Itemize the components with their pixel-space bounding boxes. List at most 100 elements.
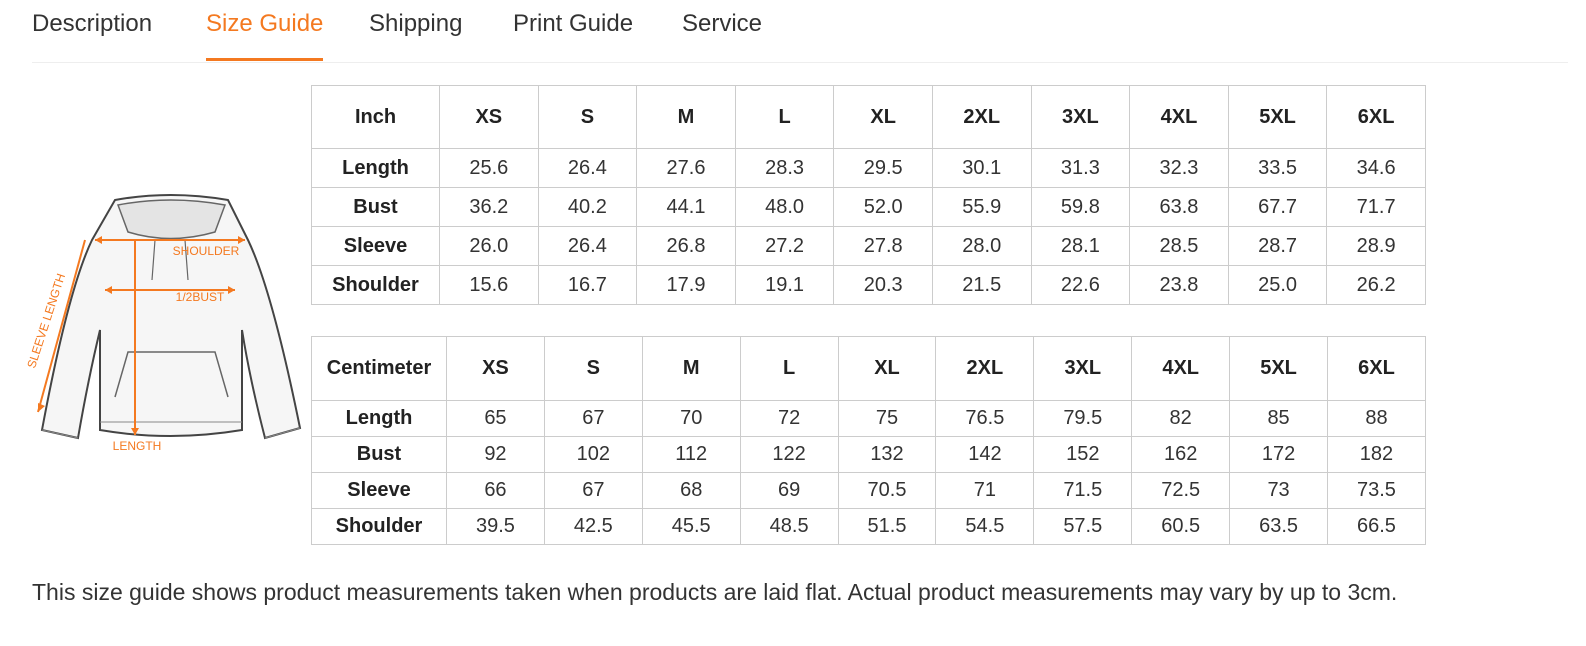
data-cell: 51.5 [837, 508, 937, 545]
tab[interactable]: Print Guide [513, 10, 634, 37]
header-cell: Inch [311, 85, 440, 149]
data-cell: 60.5 [1131, 508, 1231, 545]
hood [116, 199, 227, 240]
size-table-cm: Centimeter XS S M L XL 2XL 3XL 4XL 5XL 6XL Length 65… [311, 336, 1426, 545]
hoodie-body [40, 194, 302, 440]
data-cell: 25.0 [1227, 265, 1328, 305]
data-cell: 42.5 [543, 508, 643, 545]
data-cell: 63.5 [1229, 508, 1329, 545]
header-row: Inch XS S M L XL 2XL 3XL 4XL 5XL 6XL [311, 85, 1426, 149]
data-cell: 40.2 [537, 187, 638, 227]
tab[interactable]: Description [32, 10, 153, 37]
header-cell: S [543, 336, 643, 401]
row-header-cell: Length [311, 400, 447, 437]
data-cell: 26.8 [636, 226, 736, 266]
data-cell: 54.5 [935, 508, 1035, 545]
pocket [114, 351, 229, 398]
data-row: Bust 92 102 112 122 132 142 152 162 172 182 [311, 436, 1426, 473]
row-header-cell: Shoulder [311, 508, 447, 545]
data-cell: 152 [1033, 436, 1133, 473]
data-cell: 15.6 [439, 265, 539, 305]
data-cell: 45.5 [641, 508, 741, 545]
data-cell: 39.5 [446, 508, 545, 545]
data-cell: 92 [446, 436, 545, 473]
data-cell: 25.6 [439, 148, 539, 188]
data-cell: 69 [739, 472, 839, 509]
row-header-cell: Bust [311, 436, 447, 473]
header-cell: M [636, 85, 736, 149]
size-note: This size guide shows product measuremen… [32, 579, 1398, 605]
measure-arrows [37, 236, 245, 435]
row-header-cell: Length [311, 148, 440, 188]
data-cell: 112 [641, 436, 741, 473]
tab-underline [206, 58, 323, 61]
table-body: Centimeter XS S M L XL 2XL 3XL 4XL 5XL 6XL Length 65… [311, 336, 1426, 545]
data-row: Bust 36.2 40.2 44.1 48.0 52.0 55.9 59.8 63.8 67.7… [311, 187, 1426, 227]
label-shoulder: SHOULDER [173, 244, 240, 258]
header-cell: XL [833, 85, 933, 149]
data-cell: 122 [739, 436, 839, 473]
row-header-cell: Bust [311, 187, 440, 227]
data-cell: 32.3 [1129, 148, 1229, 188]
data-cell: 26.0 [439, 226, 539, 266]
tab-active[interactable]: Size Guide [206, 10, 324, 37]
data-cell: 71 [935, 472, 1035, 509]
data-cell: 48.0 [734, 187, 835, 227]
data-cell: 182 [1327, 436, 1426, 473]
data-cell: 88 [1327, 400, 1426, 437]
data-cell: 26.4 [537, 226, 638, 266]
data-cell: 66.5 [1327, 508, 1426, 545]
data-cell: 52.0 [833, 187, 933, 227]
data-cell: 16.7 [537, 265, 638, 305]
data-cell: 29.5 [833, 148, 933, 188]
data-cell: 72.5 [1131, 472, 1231, 509]
data-cell: 33.5 [1227, 148, 1328, 188]
data-row: Length 65 67 70 72 75 76.5 79.5 82 85 88 [311, 400, 1426, 437]
data-cell: 71.7 [1326, 187, 1426, 227]
data-cell: 66 [446, 472, 545, 509]
label-length: LENGTH [113, 439, 162, 453]
header-cell: M [641, 336, 741, 401]
data-cell: 23.8 [1129, 265, 1229, 305]
cuff-lines [41, 421, 301, 439]
data-cell: 27.2 [734, 226, 835, 266]
data-cell: 55.9 [931, 187, 1032, 227]
data-cell: 28.3 [734, 148, 835, 188]
data-cell: 67.7 [1227, 187, 1328, 227]
data-cell: 132 [837, 436, 937, 473]
data-cell: 73 [1229, 472, 1329, 509]
data-cell: 20.3 [833, 265, 933, 305]
data-row: Length 25.6 26.4 27.6 28.3 29.5 30.1 31.3 32.3 33… [311, 148, 1426, 188]
size-table-inch: Inch XS S M L XL 2XL 3XL 4XL 5XL 6XL Length 25.6 26.4… [311, 85, 1426, 305]
tab-bar: Description Size Guide Shipping Print Gu… [32, 0, 1568, 63]
data-cell: 59.8 [1030, 187, 1131, 227]
data-cell: 22.6 [1030, 265, 1131, 305]
data-cell: 142 [935, 436, 1035, 473]
data-cell: 44.1 [636, 187, 736, 227]
header-cell: L [739, 336, 839, 401]
data-cell: 70 [641, 400, 741, 437]
header-cell: 6XL [1326, 85, 1426, 149]
row-header-cell: Sleeve [311, 472, 447, 509]
data-cell: 28.7 [1227, 226, 1328, 266]
data-cell: 26.2 [1326, 265, 1426, 305]
data-cell: 82 [1131, 400, 1231, 437]
data-cell: 21.5 [931, 265, 1032, 305]
label-bust: 1/2BUST [176, 290, 225, 304]
data-cell: 85 [1229, 400, 1329, 437]
header-cell: XS [439, 85, 539, 149]
data-row: Shoulder 39.5 42.5 45.5 48.5 51.5 54.5 57.5 60.5… [311, 508, 1426, 545]
data-cell: 70.5 [837, 472, 937, 509]
data-cell: 72 [739, 400, 839, 437]
header-cell: 3XL [1030, 85, 1131, 149]
data-row: Shoulder 15.6 16.7 17.9 19.1 20.3 21.5 22.6 23.8… [311, 265, 1426, 305]
data-cell: 17.9 [636, 265, 736, 305]
data-cell: 67 [543, 400, 643, 437]
tab[interactable]: Service [682, 10, 763, 37]
tab[interactable]: Shipping [369, 10, 463, 37]
table-body: Inch XS S M L XL 2XL 3XL 4XL 5XL 6XL Length 25.6 26.4… [311, 85, 1426, 305]
data-cell: 28.0 [931, 226, 1032, 266]
data-cell: 31.3 [1030, 148, 1131, 188]
data-cell: 162 [1131, 436, 1231, 473]
